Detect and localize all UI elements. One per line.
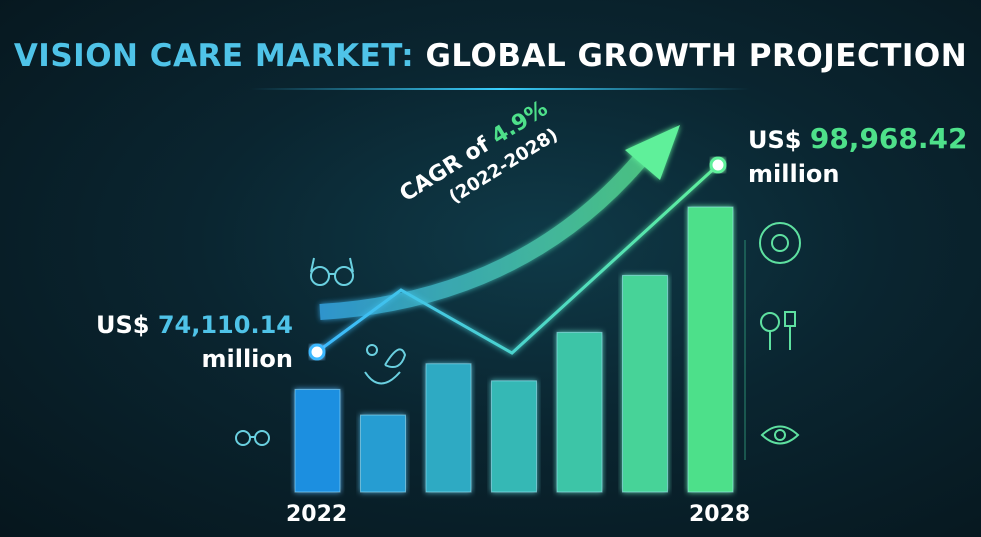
bar-year-4 xyxy=(491,380,537,493)
title-part2: GLOBAL GROWTH PROJECTION xyxy=(425,38,968,74)
title-part1: VISION CARE MARKET: xyxy=(13,38,415,74)
eye-scan-icon xyxy=(759,222,801,264)
bar-year-6 xyxy=(622,274,668,493)
start-prefix: US$ xyxy=(96,311,150,339)
start-point xyxy=(308,343,326,361)
bar-year-3 xyxy=(425,363,472,493)
x-tick-label: 2022 xyxy=(286,502,348,527)
title-underline-glow xyxy=(250,88,750,90)
glasses-icon xyxy=(310,257,354,286)
x-tick-label: 2028 xyxy=(689,502,751,527)
start-value-label: US$ 74,110.14 million xyxy=(96,308,293,376)
start-value: 74,110.14 xyxy=(157,311,293,339)
chart-title: VISION CARE MARKET: GLOBAL GROWTH PROJEC… xyxy=(0,38,981,74)
end-value: 98,968.42 xyxy=(809,122,968,155)
contact-lens-icon xyxy=(364,344,407,385)
cagr-arrow-head xyxy=(625,125,680,180)
end-unit: million xyxy=(748,160,840,188)
cagr-arrow-shaft xyxy=(319,154,647,320)
bar-year-5 xyxy=(556,331,603,493)
eye-icon xyxy=(760,425,800,445)
bar-2022 xyxy=(294,388,341,493)
glasses-icon xyxy=(235,430,270,446)
start-unit: million xyxy=(201,345,293,373)
end-point xyxy=(709,156,727,174)
eye-exam-tools-icon xyxy=(760,311,796,350)
trend-line xyxy=(316,163,720,355)
end-prefix: US$ xyxy=(748,126,802,154)
end-value-label: US$ 98,968.42 million xyxy=(748,122,968,191)
bar-year-2 xyxy=(360,414,406,493)
bar-2028 xyxy=(687,206,734,493)
